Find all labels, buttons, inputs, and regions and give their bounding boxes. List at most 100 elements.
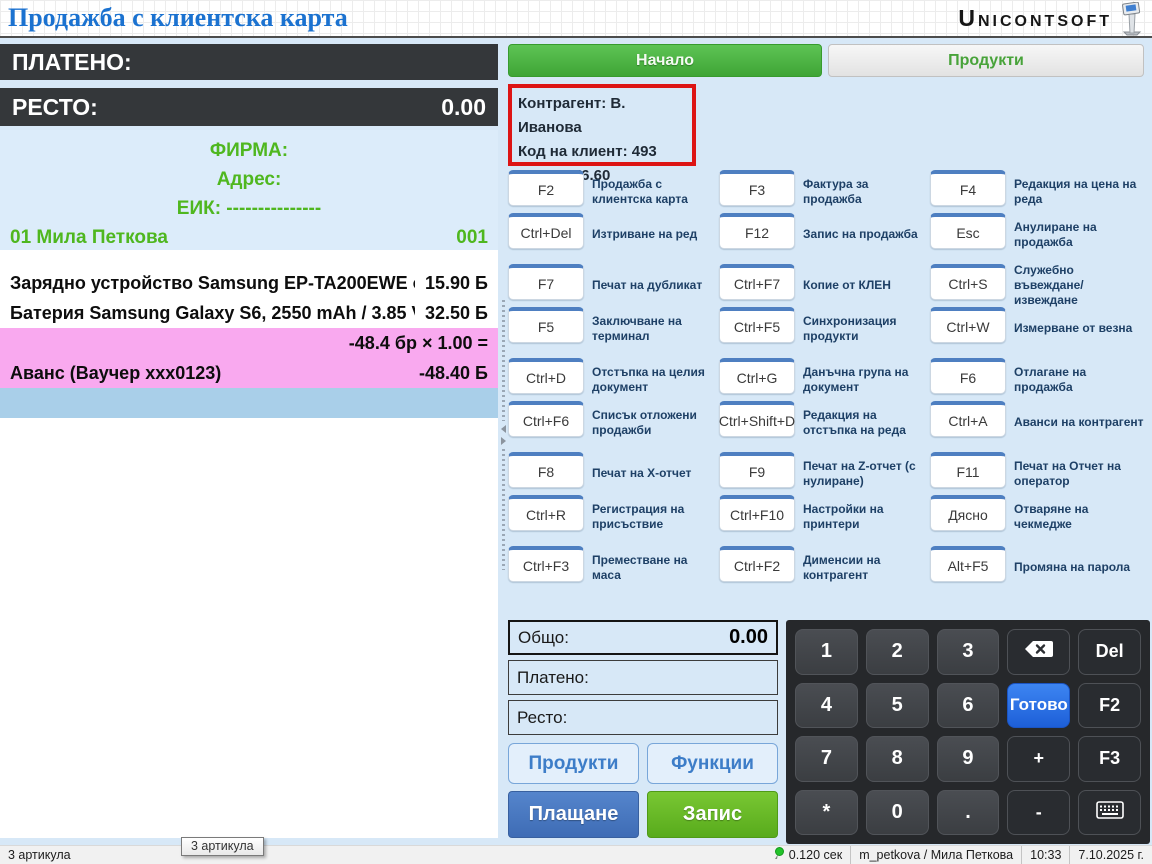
hotkey-button[interactable]: Ctrl+R xyxy=(508,495,584,531)
change-label: РЕСТО: xyxy=(12,93,98,120)
item-amount: 32.50 Б xyxy=(425,303,488,323)
keypad-1[interactable]: 1 xyxy=(795,629,858,675)
receipt-header: ФИРМА: Адрес: ЕИК: --------------- 01 Ми… xyxy=(0,130,498,250)
receipt-operator: 01 Мила Петкова xyxy=(10,227,168,248)
perf-time: 0.120 сек xyxy=(788,848,843,862)
keypad-2[interactable]: 2 xyxy=(865,629,929,675)
hotkey-button[interactable]: F7 xyxy=(508,264,584,300)
page-title: Продажба с клиентска карта xyxy=(8,3,348,32)
change-box-label: Ресто: xyxy=(517,707,568,727)
hotkey-label: Регистрация на присъствие xyxy=(592,501,685,531)
tab-home[interactable]: Начало xyxy=(508,44,822,77)
voucher-name: Аванс (Ваучер xxx0123) xyxy=(10,363,222,383)
hotkey-button[interactable]: F2 xyxy=(508,170,584,206)
hotkey-label: Синхронизация продукти xyxy=(803,313,897,343)
panel-splitter[interactable] xyxy=(499,300,508,570)
hotkey-label: Отваряне на чекмедже xyxy=(1014,501,1089,531)
hotkey-button[interactable]: Ctrl+F5 xyxy=(719,307,795,343)
connection-status-icon xyxy=(772,847,785,863)
keypad-7[interactable]: 7 xyxy=(795,736,858,782)
payment-button[interactable]: Плащане xyxy=(508,791,639,838)
hotkey-button[interactable]: F4 xyxy=(930,170,1006,206)
hotkey-button[interactable]: F12 xyxy=(719,213,795,249)
done-button[interactable]: Готово xyxy=(1007,682,1071,728)
item-name: Батерия Samsung Galaxy S6, 2550 mAh / 3.… xyxy=(10,303,416,323)
keypad-0[interactable]: 0 xyxy=(865,789,929,835)
keyboard-toggle-button[interactable] xyxy=(1078,789,1141,835)
hotkey-button[interactable]: F9 xyxy=(719,452,795,488)
hotkey-button[interactable]: F11 xyxy=(930,452,1006,488)
keypad-4[interactable]: 4 xyxy=(795,682,858,728)
hotkey-button[interactable]: Ctrl+F7 xyxy=(719,264,795,300)
voucher-qty-row[interactable]: -48.4 бр × 1.00 = xyxy=(0,328,498,358)
contragent-info-box: Контрагент: В. Иванова Код на клиент: 49… xyxy=(508,84,696,184)
keypad-f2[interactable]: F2 xyxy=(1078,682,1141,728)
current-user: m_petkova / Мила Петкова xyxy=(859,848,1014,862)
voucher-row[interactable]: Аванс (Ваучер xxx0123) -48.40 Б xyxy=(0,358,498,388)
receipt-address: Адрес: xyxy=(216,169,282,190)
hotkey-button[interactable]: Ctrl+Shift+D xyxy=(719,401,795,437)
title-bar: Продажба с клиентска карта Unicontsoft xyxy=(0,0,1152,38)
hotkey-label: Печат на дубликат xyxy=(592,278,703,292)
hotkey-label: Редакция на цена на реда xyxy=(1014,176,1137,206)
hotkey-button[interactable]: Ctrl+F10 xyxy=(719,495,795,531)
table-row[interactable]: Зарядно устройство Samsung EP-TA200EWE о… xyxy=(0,268,498,298)
hotkey-button[interactable]: Ctrl+A xyxy=(930,401,1006,437)
hotkey-button[interactable]: F6 xyxy=(930,358,1006,394)
hotkey-button[interactable]: Alt+F5 xyxy=(930,546,1006,582)
hotkey-label: Копие от КЛЕН xyxy=(803,278,891,292)
status-bar: 3 артикула 0.120 сек m_petkova / Мила Пе… xyxy=(0,845,1152,864)
hotkey-label: Служебно въвеждане/извеждане xyxy=(1014,263,1084,307)
keypad-minus[interactable]: - xyxy=(1007,789,1071,835)
keypad-8[interactable]: 8 xyxy=(865,736,929,782)
hotkey-label: Промяна на парола xyxy=(1014,560,1131,574)
voucher-amount: -48.40 Б xyxy=(419,363,488,383)
hotkey-button[interactable]: Ctrl+F2 xyxy=(719,546,795,582)
keypad-del[interactable]: Del xyxy=(1078,629,1141,675)
hotkey-button[interactable]: Ctrl+G xyxy=(719,358,795,394)
hotkey-button[interactable]: Ctrl+Del xyxy=(508,213,584,249)
hotkey-label: Отстъпка на целия документ xyxy=(592,364,705,394)
hotkey-button[interactable]: Ctrl+D xyxy=(508,358,584,394)
hotkey-button[interactable]: Ctrl+F6 xyxy=(508,401,584,437)
tab-products[interactable]: Продукти xyxy=(828,44,1144,77)
keypad-9[interactable]: 9 xyxy=(936,736,1000,782)
clock-time: 10:33 xyxy=(1030,848,1062,862)
functions-button[interactable]: Функции xyxy=(647,743,778,784)
paid-label: ПЛАТЕНО: xyxy=(12,48,132,75)
hotkey-button[interactable]: F8 xyxy=(508,452,584,488)
selected-empty-row[interactable] xyxy=(0,388,498,418)
function-key-grid: F2 Продажба с клиентска карта F3 Фактура з… xyxy=(508,170,1146,589)
table-row[interactable]: Батерия Samsung Galaxy S6, 2550 mAh / 3.… xyxy=(0,298,498,328)
hotkey-button[interactable]: Esc xyxy=(930,213,1006,249)
keypad-asterisk[interactable]: * xyxy=(795,789,858,835)
hotkey-button[interactable]: Ctrl+F3 xyxy=(508,546,584,582)
hotkey-label: Преместване на маса xyxy=(592,552,688,582)
perf-segment: 0.120 сек xyxy=(764,846,850,864)
keypad-f3[interactable]: F3 xyxy=(1078,736,1141,782)
keypad-6[interactable]: 6 xyxy=(936,682,1000,728)
change-display: РЕСТО: 0.00 xyxy=(0,88,498,126)
keypad-5[interactable]: 5 xyxy=(865,682,929,728)
contragent-code: Код на клиент: 493 xyxy=(518,143,657,160)
hotkey-label: Измерване от везна xyxy=(1014,321,1133,335)
hotkey-button[interactable]: F5 xyxy=(508,307,584,343)
keypad-plus[interactable]: + xyxy=(1007,736,1071,782)
paid-input-box[interactable]: Платено: xyxy=(508,660,778,695)
sale-items-list[interactable]: Зарядно устройство Samsung EP-TA200EWE о… xyxy=(0,250,498,838)
hotkey-button[interactable]: F3 xyxy=(719,170,795,206)
products-button[interactable]: Продукти xyxy=(508,743,639,784)
hotkey-button[interactable]: Ctrl+S xyxy=(930,264,1006,300)
hotkey-label: Аванси на контрагент xyxy=(1014,415,1144,429)
date-segment: 7.10.2025 г. xyxy=(1069,846,1152,864)
receipt-firm: ФИРМА: xyxy=(209,140,289,161)
hotkey-label: Фактура за продажба xyxy=(803,176,869,206)
backspace-button[interactable] xyxy=(1007,629,1071,675)
hotkey-button[interactable]: Ctrl+W xyxy=(930,307,1006,343)
save-button[interactable]: Запис xyxy=(647,791,778,838)
hotkey-button[interactable]: Дясно xyxy=(930,495,1006,531)
splitter-grip xyxy=(502,449,505,570)
keypad-dot[interactable]: . xyxy=(936,789,1000,835)
hotkey-label: Изтриване на ред xyxy=(592,227,698,241)
keypad-3[interactable]: 3 xyxy=(936,629,1000,675)
